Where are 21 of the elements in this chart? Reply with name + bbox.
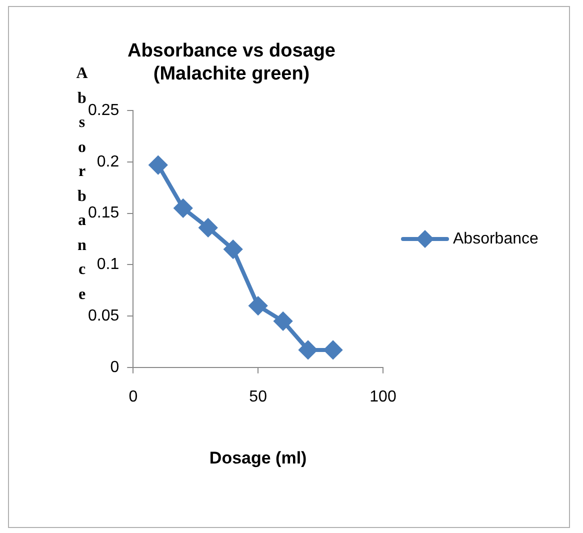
x-tick-label: 50 [249, 388, 268, 406]
point [249, 296, 268, 315]
y-tick-label: 0.25 [88, 102, 120, 120]
point [299, 340, 318, 359]
point [174, 199, 192, 218]
y-tick-label: 0.1 [96, 256, 120, 274]
text: Absorbance [76, 65, 88, 302]
point [199, 218, 218, 237]
y-tick-label: 0.05 [88, 307, 120, 324]
point [224, 240, 242, 258]
y-tick-label: 0.15 [88, 204, 120, 222]
x-tick-label: 100 [370, 388, 396, 406]
legend-label: Absorbance [453, 230, 538, 248]
x-axis-title: Dosage (ml) [209, 448, 307, 468]
point [324, 340, 342, 359]
y-tick-label: 0.2 [96, 153, 120, 170]
x-tick-label: 0 [128, 388, 138, 406]
point [274, 312, 292, 330]
y-tick-label: 0 [110, 358, 120, 376]
chart-title: Absorbance vs dosage (Malachite green) [127, 40, 336, 84]
point [149, 156, 168, 174]
